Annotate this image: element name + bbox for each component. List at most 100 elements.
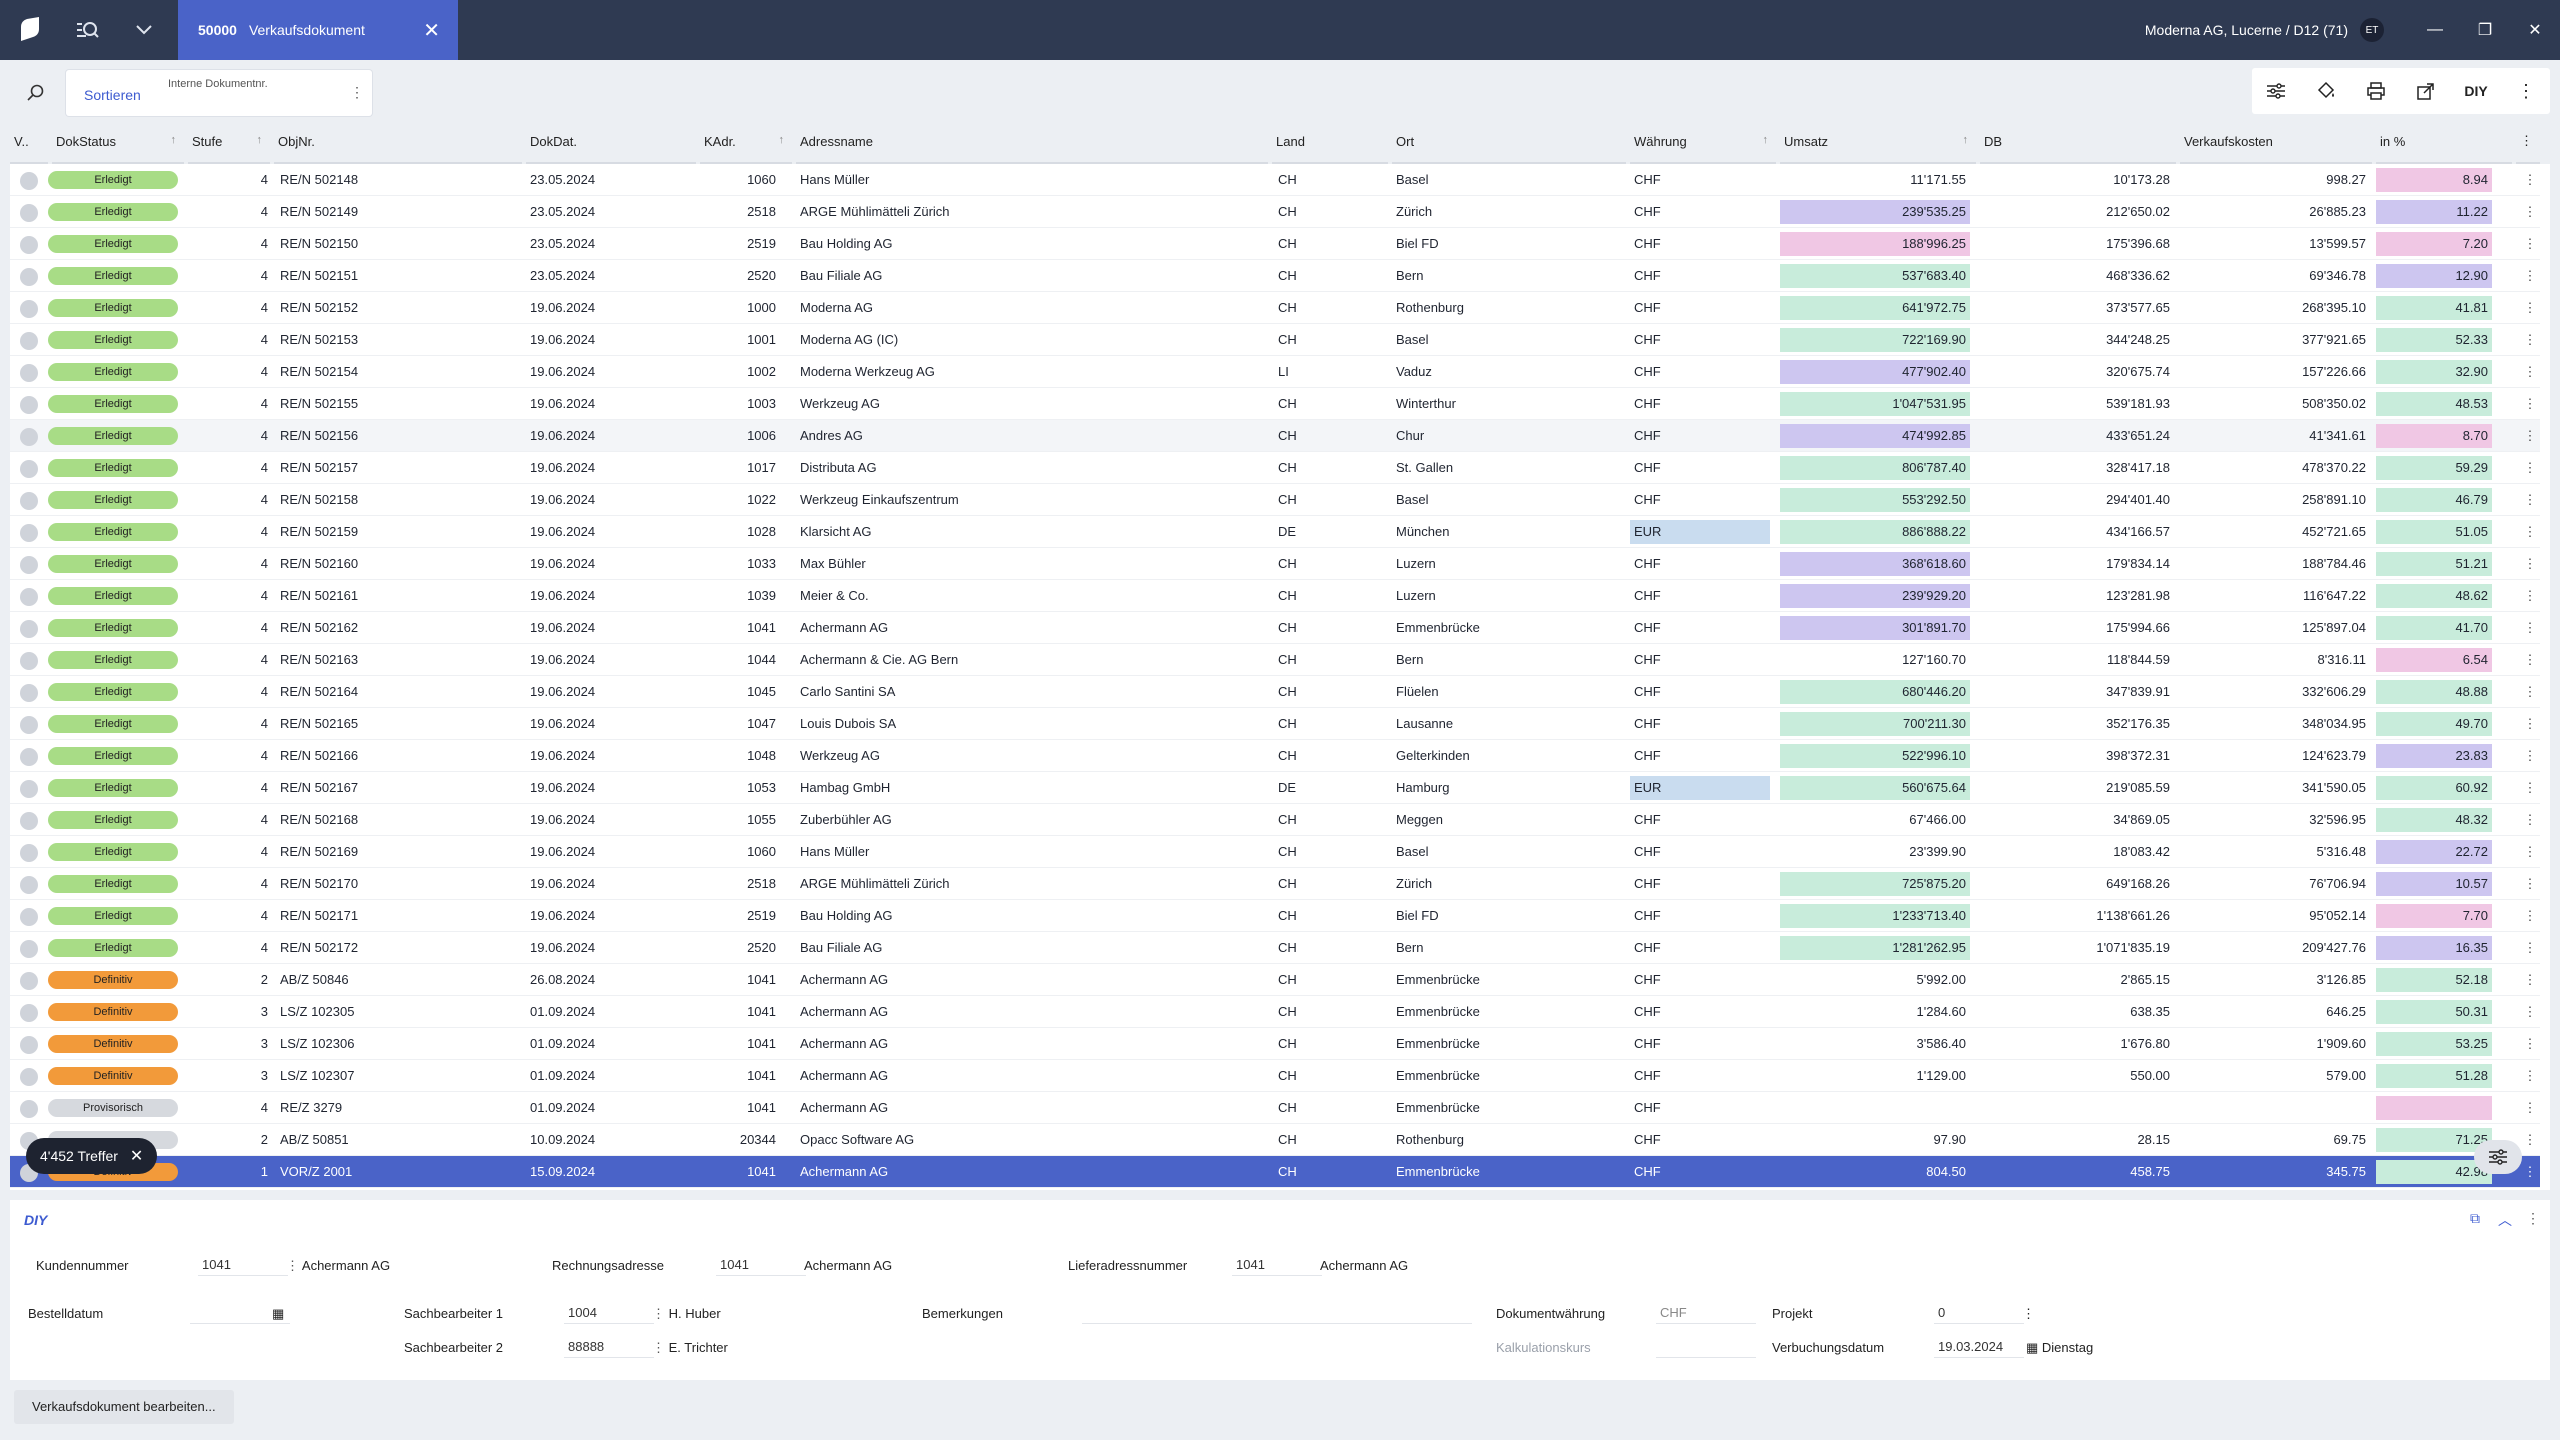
row-more-icon[interactable]: ⋮ bbox=[2523, 300, 2537, 315]
project-field[interactable]: 0 bbox=[1934, 1302, 2024, 1324]
table-row[interactable]: Erledigt 4 RE/N 502152 19.06.2024 1000 Modern… bbox=[10, 292, 2540, 324]
sort-arrow-icon[interactable]: ↑ bbox=[778, 134, 785, 146]
bucket-icon[interactable] bbox=[2302, 68, 2350, 114]
row-more-icon[interactable]: ⋮ bbox=[2523, 588, 2537, 603]
column-header-name[interactable]: Adressname bbox=[796, 120, 1268, 164]
table-row[interactable]: Erledigt 4 RE/N 502171 19.06.2024 2519 Bau Ho… bbox=[10, 900, 2540, 932]
row-select-indicator[interactable] bbox=[20, 588, 38, 606]
row-more-icon[interactable]: ⋮ bbox=[2523, 236, 2537, 251]
row-select-indicator[interactable] bbox=[20, 556, 38, 574]
avatar[interactable]: ET bbox=[2360, 18, 2384, 42]
table-row[interactable]: Erledigt 4 RE/N 502149 23.05.2024 2518 ARGE M… bbox=[10, 196, 2540, 228]
edit-document-button[interactable]: Verkaufsdokument bearbeiten... bbox=[14, 1390, 234, 1424]
row-select-indicator[interactable] bbox=[20, 1004, 38, 1022]
more-vertical-icon[interactable]: ⋮ bbox=[2517, 80, 2535, 101]
filter-settings-icon[interactable] bbox=[2252, 68, 2300, 114]
row-select-indicator[interactable] bbox=[20, 172, 38, 190]
row-select-indicator[interactable] bbox=[20, 876, 38, 894]
chevron-up-icon[interactable]: ︿ bbox=[2498, 1212, 2512, 1228]
column-header-kadr[interactable]: KAdr. ↑ bbox=[700, 120, 792, 164]
table-row[interactable]: Erledigt 4 RE/N 502154 19.06.2024 1002 Modern… bbox=[10, 356, 2540, 388]
row-select-indicator[interactable] bbox=[20, 620, 38, 638]
table-row[interactable]: Erledigt 4 RE/N 502170 19.06.2024 2518 ARGE M… bbox=[10, 868, 2540, 900]
row-select-indicator[interactable] bbox=[20, 972, 38, 990]
table-row[interactable]: Erledigt 4 RE/N 502160 19.06.2024 1033 Max Bü… bbox=[10, 548, 2540, 580]
row-select-indicator[interactable] bbox=[20, 204, 38, 222]
table-row[interactable]: 2 AB/Z 50851 10.09.2024 20344 Opacc Software… bbox=[10, 1124, 2540, 1156]
row-more-icon[interactable]: ⋮ bbox=[2523, 332, 2537, 347]
sort-selector[interactable]: Sortieren Interne Dokumentnr. ⋮ bbox=[66, 70, 372, 116]
table-row[interactable]: Erledigt 4 RE/N 502159 19.06.2024 1028 Klarsi… bbox=[10, 516, 2540, 548]
row-select-indicator[interactable] bbox=[20, 460, 38, 478]
column-header-pct[interactable]: in % bbox=[2376, 120, 2512, 164]
row-more-icon[interactable]: ⋮ bbox=[2523, 844, 2537, 859]
table-row[interactable]: Erledigt 4 RE/N 502169 19.06.2024 1060 Hans M… bbox=[10, 836, 2540, 868]
table-row[interactable]: Erledigt 4 RE/N 502153 19.06.2024 1001 Modern… bbox=[10, 324, 2540, 356]
row-select-indicator[interactable] bbox=[20, 908, 38, 926]
row-select-indicator[interactable] bbox=[20, 844, 38, 862]
column-header-v[interactable]: V.. bbox=[10, 120, 48, 164]
table-row[interactable]: Definitiv 3 LS/Z 102306 01.09.2024 1041 Acher… bbox=[10, 1028, 2540, 1060]
scrollbar[interactable] bbox=[2540, 285, 2544, 805]
minimize-icon[interactable]: — bbox=[2427, 21, 2443, 38]
table-row[interactable]: Erledigt 4 RE/N 502168 19.06.2024 1055 Zuberb… bbox=[10, 804, 2540, 836]
row-more-icon[interactable]: ⋮ bbox=[2523, 972, 2537, 987]
column-header-obj[interactable]: ObjNr. bbox=[274, 120, 522, 164]
table-row[interactable]: Erledigt 4 RE/N 502166 19.06.2024 1048 Werkze… bbox=[10, 740, 2540, 772]
table-row[interactable]: Provisorisch 4 RE/Z 3279 01.09.2024 1041 Ache… bbox=[10, 1092, 2540, 1124]
row-more-icon[interactable]: ⋮ bbox=[2523, 492, 2537, 507]
column-header-stufe[interactable]: Stufe ↑ bbox=[188, 120, 270, 164]
row-more-icon[interactable]: ⋮ bbox=[2523, 1004, 2537, 1019]
chevron-down-icon[interactable] bbox=[116, 0, 172, 60]
row-more-icon[interactable]: ⋮ bbox=[2523, 652, 2537, 667]
table-row[interactable]: Erledigt 4 RE/N 502150 23.05.2024 2519 Bau Ho… bbox=[10, 228, 2540, 260]
close-window-icon[interactable]: ✕ bbox=[2528, 22, 2542, 39]
table-row[interactable]: Erledigt 4 RE/N 502163 19.06.2024 1044 Acherm… bbox=[10, 644, 2540, 676]
row-more-icon[interactable]: ⋮ bbox=[2523, 1100, 2537, 1115]
sort-arrow-icon[interactable]: ↑ bbox=[256, 134, 263, 146]
row-select-indicator[interactable] bbox=[20, 780, 38, 798]
row-select-indicator[interactable] bbox=[20, 492, 38, 510]
clerk2-field[interactable]: 88888 bbox=[564, 1336, 654, 1358]
column-header-status[interactable]: DokStatus ↑ bbox=[52, 120, 184, 164]
row-select-indicator[interactable] bbox=[20, 1100, 38, 1118]
column-header-vk[interactable]: Verkaufskosten bbox=[2180, 120, 2372, 164]
invoice-address-field[interactable]: 1041 bbox=[716, 1254, 806, 1276]
row-select-indicator[interactable] bbox=[20, 940, 38, 958]
header-more-icon[interactable]: ⋮ bbox=[2516, 120, 2540, 164]
column-header-ort[interactable]: Ort bbox=[1392, 120, 1626, 164]
row-more-icon[interactable]: ⋮ bbox=[2523, 1036, 2537, 1051]
row-more-icon[interactable]: ⋮ bbox=[2523, 524, 2537, 539]
row-select-indicator[interactable] bbox=[20, 364, 38, 382]
table-row[interactable]: Erledigt 4 RE/N 502158 19.06.2024 1022 Werkze… bbox=[10, 484, 2540, 516]
doc-currency-field[interactable]: CHF bbox=[1656, 1302, 1756, 1324]
row-more-icon[interactable]: ⋮ bbox=[2523, 204, 2537, 219]
row-more-icon[interactable]: ⋮ bbox=[2523, 876, 2537, 891]
row-select-indicator[interactable] bbox=[20, 1036, 38, 1054]
clear-filter-icon[interactable]: ✕ bbox=[129, 1148, 144, 1165]
row-select-indicator[interactable] bbox=[20, 332, 38, 350]
row-more-icon[interactable]: ⋮ bbox=[2523, 716, 2537, 731]
row-more-icon[interactable]: ⋮ bbox=[2523, 1068, 2537, 1083]
row-more-icon[interactable]: ⋮ bbox=[2523, 620, 2537, 635]
search-icon[interactable] bbox=[10, 70, 62, 116]
column-settings-icon[interactable] bbox=[2474, 1140, 2522, 1174]
row-select-indicator[interactable] bbox=[20, 652, 38, 670]
customer-number-field[interactable]: 1041 bbox=[198, 1254, 288, 1276]
restore-icon[interactable]: ❐ bbox=[2477, 22, 2493, 39]
table-row[interactable]: Erledigt 4 RE/N 502148 23.05.2024 1060 Hans M… bbox=[10, 164, 2540, 196]
column-header-db[interactable]: DB bbox=[1980, 120, 2176, 164]
row-more-icon[interactable]: ⋮ bbox=[2523, 364, 2537, 379]
row-select-indicator[interactable] bbox=[20, 524, 38, 542]
clerk1-field[interactable]: 1004 bbox=[564, 1302, 654, 1324]
row-more-icon[interactable]: ⋮ bbox=[2523, 428, 2537, 443]
row-more-icon[interactable]: ⋮ bbox=[2523, 556, 2537, 571]
remarks-field[interactable] bbox=[1082, 1302, 1472, 1324]
calc-rate-field[interactable] bbox=[1656, 1336, 1756, 1358]
more-vertical-icon[interactable]: ⋮ bbox=[2526, 1210, 2540, 1226]
table-row[interactable]: Definitiv 3 LS/Z 102307 01.09.2024 1041 Acher… bbox=[10, 1060, 2540, 1092]
posting-date-field[interactable]: 19.03.2024 bbox=[1934, 1336, 2024, 1358]
column-header-date[interactable]: DokDat. bbox=[526, 120, 696, 164]
table-row[interactable]: Erledigt 4 RE/N 502167 19.06.2024 1053 Hambag… bbox=[10, 772, 2540, 804]
row-more-icon[interactable]: ⋮ bbox=[2523, 908, 2537, 923]
